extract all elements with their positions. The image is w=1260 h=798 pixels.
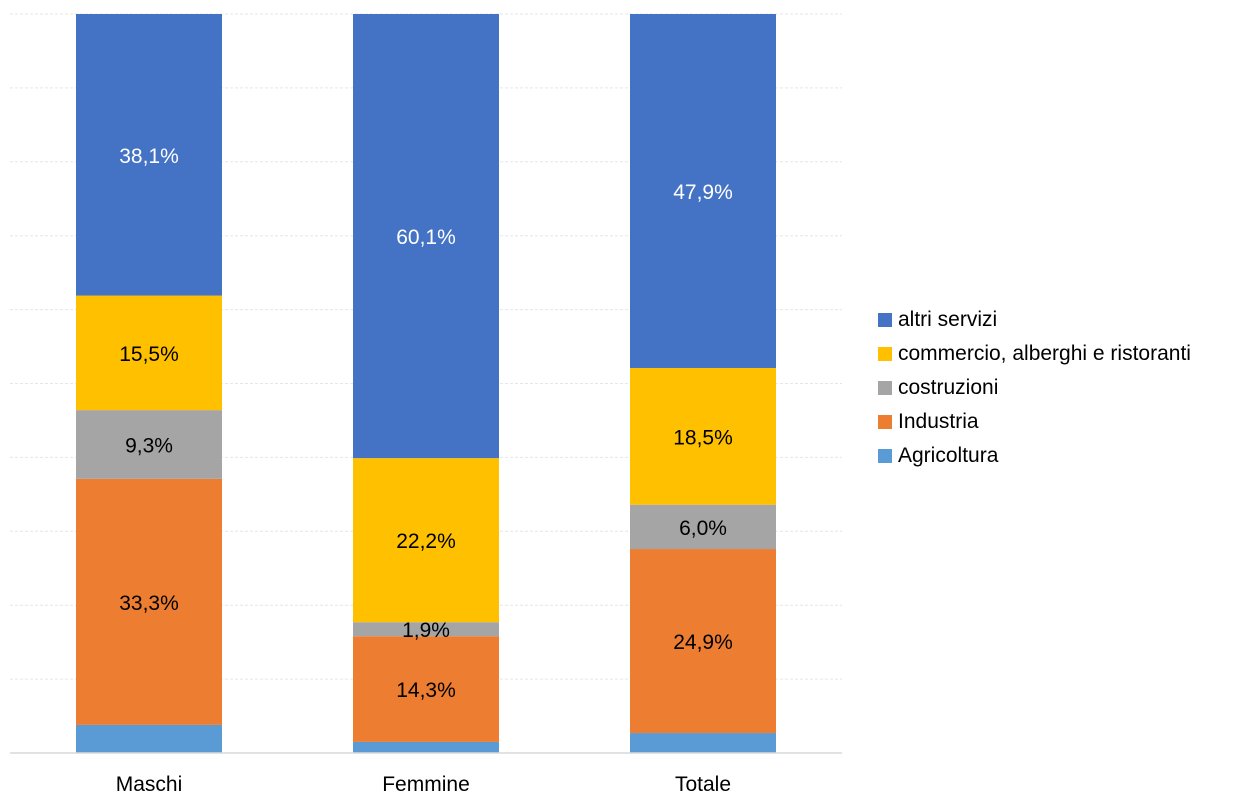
data-label: 38,1%: [119, 145, 179, 168]
data-label: 33,3%: [119, 592, 179, 615]
legend-label: altri servizi: [898, 308, 998, 331]
legend: altri servizi commercio, alberghi e rist…: [878, 303, 1191, 473]
bar-segment-costruzioni-totale: [630, 504, 776, 550]
data-label: 24,9%: [673, 631, 733, 654]
data-label: 6,0%: [679, 517, 727, 540]
bar-segment-agricoltura-maschi: [76, 724, 222, 753]
bars: [76, 14, 776, 753]
data-label: 14,3%: [396, 679, 456, 702]
x-tick-label: Totale: [675, 773, 731, 796]
bar-segment-altri-servizi-totale: [630, 14, 776, 368]
legend-item-altri-servizi: altri servizi: [878, 303, 1191, 337]
legend-swatch: [878, 415, 892, 429]
legend-swatch: [878, 449, 892, 463]
bar-segment-altri-servizi-femmine: [353, 14, 499, 459]
bar-segment-industria-femmine: [353, 636, 499, 742]
bar-segment-agricoltura-totale: [630, 733, 776, 753]
legend-swatch: [878, 313, 892, 327]
legend-item-commercio: commercio, alberghi e ristoranti: [878, 337, 1191, 371]
bar-segment-industria-totale: [630, 549, 776, 734]
legend-item-costruzioni: costruzioni: [878, 371, 1191, 405]
data-label: 9,3%: [125, 434, 173, 457]
legend-label: Agricoltura: [898, 444, 999, 467]
x-tick-label: Femmine: [382, 773, 470, 796]
data-label: 22,2%: [396, 530, 456, 553]
bar-segment-costruzioni-maschi: [76, 410, 222, 479]
legend-label: Industria: [898, 410, 979, 433]
data-label: 60,1%: [396, 226, 456, 249]
legend-swatch: [878, 347, 892, 361]
legend-label: commercio, alberghi e ristoranti: [898, 342, 1191, 365]
x-axis-tick-labels: Maschi Femmine Totale: [116, 773, 731, 796]
bar-segment-commercio-alberghi-e-ristoranti-maschi: [76, 295, 222, 411]
legend-label: costruzioni: [898, 376, 999, 399]
bar-segment-commercio-alberghi-e-ristoranti-femmine: [353, 458, 499, 623]
bar-segment-altri-servizi-maschi: [76, 14, 222, 296]
bar-segment-industria-maschi: [76, 478, 222, 725]
legend-item-agricoltura: Agricoltura: [878, 439, 1191, 473]
bar-segment-commercio-alberghi-e-ristoranti-totale: [630, 367, 776, 505]
bar-segment-costruzioni-femmine: [353, 622, 499, 637]
bar-segment-agricoltura-femmine: [353, 741, 499, 753]
legend-swatch: [878, 381, 892, 395]
data-label: 47,9%: [673, 181, 733, 204]
data-label: 15,5%: [119, 343, 179, 366]
data-label: 1,9%: [402, 619, 450, 642]
legend-item-industria: Industria: [878, 405, 1191, 439]
x-tick-label: Maschi: [116, 773, 183, 796]
data-labels: 33,3% 9,3% 15,5% 38,1% 14,3% 1,9% 22,2% 60,1% 24…: [119, 145, 733, 702]
data-label: 18,5%: [673, 426, 733, 449]
